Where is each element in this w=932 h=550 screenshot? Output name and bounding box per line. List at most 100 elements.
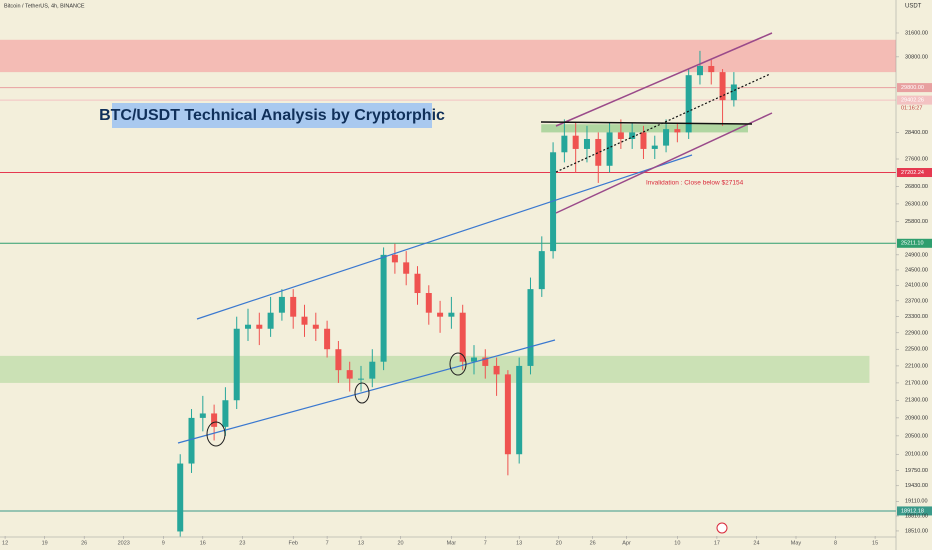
- x-tick-label: 26: [590, 540, 596, 546]
- candle-body: [391, 254, 398, 263]
- y-tick-label: 22100.00: [905, 363, 928, 369]
- y-tick-label: 21300.00: [905, 398, 928, 404]
- x-tick-label: 13: [516, 540, 522, 546]
- candle-body: [629, 132, 636, 139]
- y-tick-label: 22900.00: [905, 330, 928, 336]
- candle-body: [640, 132, 647, 149]
- mid-line: [555, 73, 771, 173]
- candle-body: [459, 312, 466, 362]
- candle-body: [233, 328, 240, 401]
- candle-body: [561, 135, 568, 153]
- candle-body: [222, 400, 229, 427]
- y-tick-label: 19750.00: [905, 468, 928, 474]
- channel-line: [555, 112, 773, 214]
- candle-body: [538, 251, 545, 290]
- x-tick-label: 8: [834, 540, 837, 546]
- candle-body: [493, 365, 500, 375]
- candle-body: [685, 75, 692, 133]
- y-tick-label: 31600.00: [905, 30, 928, 36]
- y-tick-label: 18510.00: [905, 528, 928, 534]
- y-tick-label: 20500.00: [905, 433, 928, 439]
- candle-body: [188, 417, 195, 464]
- zone: [541, 124, 748, 133]
- x-tick-label: 23: [239, 540, 245, 546]
- y-tick-label: 20100.00: [905, 452, 928, 458]
- candle-body: [177, 463, 184, 532]
- y-tick-label: 18810.00: [905, 513, 928, 519]
- price-label-bg: [897, 238, 932, 248]
- trend-line: [177, 339, 556, 444]
- candle-body: [369, 361, 376, 379]
- channel-line: [555, 32, 773, 127]
- price-label-bg: [897, 95, 932, 105]
- candle-body: [583, 138, 590, 149]
- zone: [0, 355, 870, 383]
- x-tick-label: 19: [42, 540, 48, 546]
- candle-body: [708, 65, 715, 73]
- price-label: 27202.24: [901, 170, 924, 176]
- candle-body: [211, 413, 218, 427]
- x-tick-label: 20: [556, 540, 562, 546]
- candle-body: [414, 273, 421, 294]
- x-tick-label: 16: [200, 540, 206, 546]
- candle-body: [572, 135, 579, 149]
- y-tick-label: 24500.00: [905, 267, 928, 273]
- candle-body: [527, 289, 534, 366]
- price-label: 29800.00: [901, 85, 924, 91]
- candle-body: [278, 296, 285, 313]
- y-tick-label: 20900.00: [905, 415, 928, 421]
- candle-body: [617, 132, 624, 139]
- x-tick-label: 26: [81, 540, 87, 546]
- candle-body: [482, 357, 489, 366]
- annotation: Invalidation : Close below $27154: [646, 180, 744, 187]
- candle-body: [290, 296, 297, 317]
- title-box: [112, 103, 432, 128]
- candle-body: [267, 312, 274, 329]
- axes: 31600.00 30800.00 28400.00 27600.00 26800.00…: [2, 30, 928, 546]
- countdown: 01:16:27: [901, 106, 922, 112]
- x-tick-label: Feb: [288, 540, 297, 546]
- y-tick-label: 19110.00: [905, 499, 928, 505]
- price-lines: 29800.00 29402.26 01:16:27 27202.24 25211.10…: [0, 83, 932, 516]
- zone: [0, 39, 896, 73]
- x-tick-label: 13: [358, 540, 364, 546]
- candle-body: [696, 65, 703, 76]
- x-tick-label: 15: [872, 540, 878, 546]
- candle-body: [346, 370, 353, 379]
- candle-body: [674, 129, 681, 133]
- candle-body: [470, 357, 477, 362]
- candles: [177, 50, 737, 537]
- y-tick-label: 25800.00: [905, 219, 928, 225]
- x-tick-label: 20: [397, 540, 403, 546]
- candle-body: [595, 138, 602, 166]
- candle-body: [550, 152, 557, 252]
- candle-body: [425, 293, 432, 313]
- candle-body: [606, 132, 613, 166]
- x-tick-label: 12: [2, 540, 8, 546]
- y-tick-label: 26300.00: [905, 201, 928, 207]
- price-label: 18912.18: [901, 508, 924, 514]
- price-label-bg: [897, 506, 932, 516]
- candle-body: [324, 328, 331, 350]
- x-tick-label: Apr: [622, 540, 631, 546]
- logo: [716, 522, 728, 534]
- x-tick-label: Mar: [447, 540, 457, 546]
- circle-mark: [449, 352, 467, 376]
- candle-body: [312, 324, 319, 329]
- x-tick-label: 9: [162, 540, 165, 546]
- candle-body: [504, 374, 511, 455]
- candle-body: [403, 262, 410, 274]
- x-tick-label: 10: [674, 540, 680, 546]
- trend-line: [196, 154, 693, 320]
- y-axis-label: USDT: [905, 4, 922, 10]
- symbol-info: Bitcoin / TetherUS, 4h, BINANCE: [4, 3, 85, 9]
- y-tick-label: 21700.00: [905, 380, 928, 386]
- candle-body: [651, 145, 658, 149]
- x-tick-label: May: [791, 540, 802, 546]
- x-tick-label: 7: [484, 540, 487, 546]
- candle-body: [301, 316, 308, 325]
- y-tick-label: 23700.00: [905, 298, 928, 304]
- candle-body: [335, 349, 342, 371]
- zones: [0, 39, 896, 383]
